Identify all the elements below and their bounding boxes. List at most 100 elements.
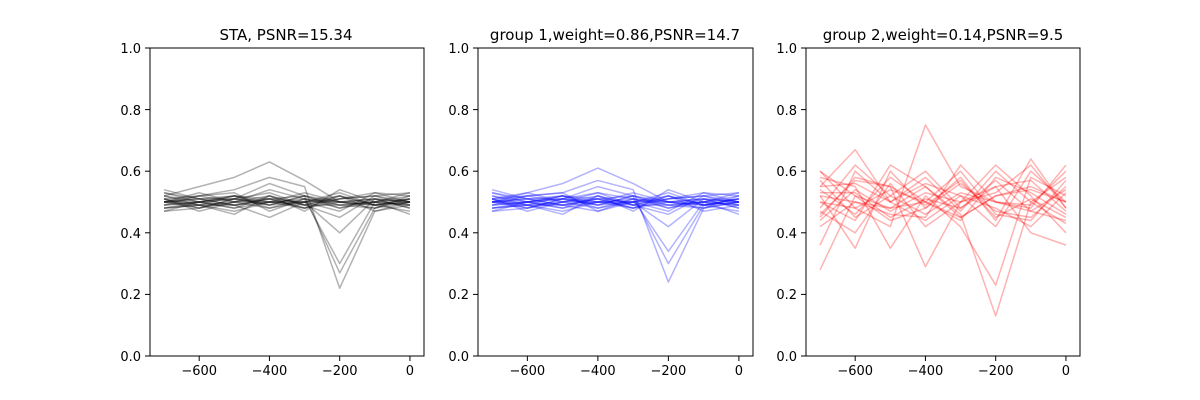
series-line	[492, 188, 740, 216]
y-tick-label: 1.0	[776, 42, 797, 57]
series-line	[163, 195, 411, 209]
series-line	[819, 148, 1067, 228]
y-tick-label: 1.0	[120, 42, 141, 57]
series-line	[819, 170, 1067, 246]
series-line	[819, 124, 1067, 228]
series-lines	[491, 167, 740, 283]
series-line	[819, 185, 1067, 219]
y-tick-label: 0.8	[448, 104, 469, 119]
series-line	[491, 195, 740, 212]
series-line	[163, 176, 411, 289]
plot-frame	[805, 47, 1081, 357]
series-line	[491, 188, 739, 212]
series-line	[819, 185, 1067, 271]
y-tick-label: 0.0	[448, 350, 469, 365]
series-line	[163, 192, 411, 209]
series-line	[163, 195, 411, 209]
series-line	[819, 164, 1067, 234]
series-line	[163, 195, 411, 212]
x-tick-label: 0	[735, 364, 743, 379]
plot-frame	[149, 47, 425, 357]
x-axis: −600 −400 −200 0	[509, 356, 743, 379]
chart-title: STA, PSNR=15.34	[219, 26, 352, 44]
series-line	[491, 192, 740, 212]
y-tick-label: 0.2	[120, 288, 141, 303]
chart-title: group 2,weight=0.14,PSNR=9.5	[823, 26, 1064, 44]
series-line	[163, 192, 411, 212]
series-line	[819, 170, 1067, 222]
series-line	[819, 176, 1067, 286]
series-line	[163, 182, 411, 274]
series-line	[491, 192, 740, 212]
series-line	[163, 195, 411, 209]
series-line	[163, 192, 411, 209]
x-tick-label: −600	[837, 364, 873, 379]
series-line	[819, 170, 1067, 225]
series-line	[491, 195, 740, 209]
series-line	[492, 185, 740, 265]
series-line	[163, 195, 411, 212]
y-axis: 0.0 0.2 0.4 0.6 0.8 1.0	[448, 42, 478, 365]
series-line	[163, 188, 411, 265]
series-line	[492, 195, 739, 209]
series-line	[819, 179, 1067, 222]
x-tick-label: −200	[651, 364, 687, 379]
series-line	[819, 164, 1067, 317]
series-line	[492, 198, 739, 206]
y-tick-label: 0.2	[776, 288, 797, 303]
series-line	[819, 158, 1067, 249]
y-tick-label: 0.8	[120, 104, 141, 119]
series-line	[492, 192, 740, 209]
series-line	[163, 192, 411, 219]
series-line	[819, 164, 1067, 268]
series-line	[491, 167, 739, 206]
series-lines	[819, 124, 1067, 317]
series-line	[164, 198, 411, 206]
series-line	[491, 195, 740, 209]
series-line	[163, 192, 411, 212]
series-line	[492, 195, 739, 209]
series-line	[492, 195, 740, 212]
series-line	[491, 192, 740, 206]
series-line	[163, 192, 411, 209]
series-line	[819, 170, 1067, 222]
y-tick-label: 0.4	[776, 227, 797, 242]
series-line	[163, 198, 411, 234]
series-line	[491, 195, 740, 212]
series-line	[163, 188, 411, 212]
y-axis: 0.0 0.2 0.4 0.6 0.8 1.0	[776, 42, 806, 365]
series-line	[820, 179, 1067, 219]
x-tick-label: −400	[252, 364, 288, 379]
y-tick-label: 0.8	[776, 104, 797, 119]
series-line	[819, 170, 1067, 219]
series-line	[491, 192, 739, 253]
series-line	[163, 195, 411, 209]
y-tick-label: 0.0	[120, 350, 141, 365]
series-line	[491, 192, 740, 209]
x-tick-label: −200	[322, 364, 358, 379]
series-line	[492, 192, 739, 216]
y-tick-label: 0.4	[448, 227, 469, 242]
y-tick-label: 0.4	[120, 227, 141, 242]
x-tick-label: −200	[978, 364, 1014, 379]
plot-frame	[477, 47, 754, 357]
y-tick-label: 1.0	[448, 42, 469, 57]
x-tick-label: −400	[580, 364, 616, 379]
y-tick-label: 0.6	[776, 165, 797, 180]
series-line	[819, 179, 1067, 219]
x-axis: −600 −400 −200 0	[181, 356, 414, 379]
x-tick-label: 0	[406, 364, 414, 379]
y-tick-label: 0.2	[448, 288, 469, 303]
series-line	[491, 179, 740, 283]
x-tick-label: 0	[1062, 364, 1070, 379]
series-line	[492, 195, 739, 209]
y-tick-label: 0.0	[776, 350, 797, 365]
series-lines	[163, 161, 411, 289]
series-line	[492, 198, 739, 228]
chart-title: group 1,weight=0.86,PSNR=14.7	[490, 26, 740, 44]
chart-panel-group-2: group 2,weight=0.14,PSNR=9.5 0.0 0.2 0.4…	[776, 26, 1081, 379]
x-tick-label: −600	[181, 364, 217, 379]
y-tick-label: 0.6	[120, 165, 141, 180]
